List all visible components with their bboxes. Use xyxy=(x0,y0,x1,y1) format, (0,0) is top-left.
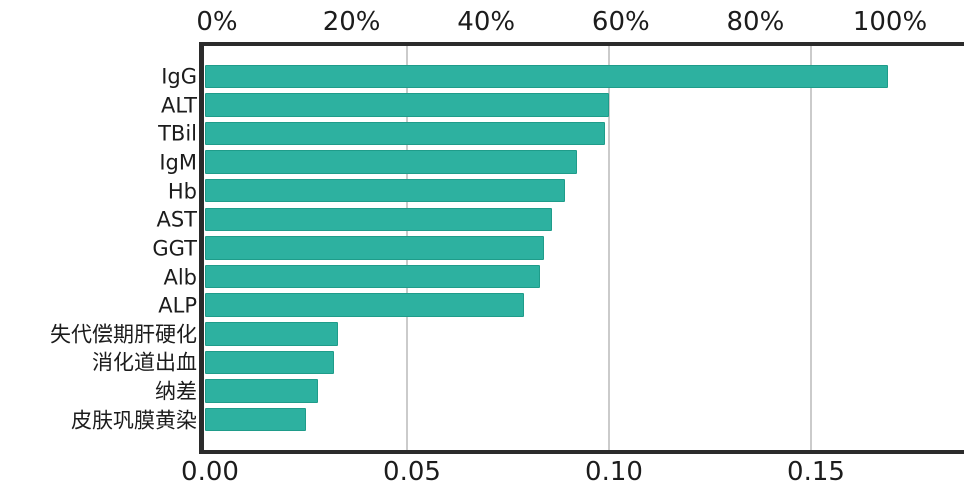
bar-TBil xyxy=(205,121,605,146)
y-tick-label-失代偿期肝硬化: 失代偿期肝硬化 xyxy=(50,322,197,347)
top-axis-tick-label: 40% xyxy=(457,7,516,37)
bottom-axis-tick-label: 0.10 xyxy=(585,457,643,487)
top-axis-tick-label: 60% xyxy=(591,7,650,37)
y-tick-label-GGT: GGT xyxy=(152,236,197,261)
bar-GGT xyxy=(205,236,545,260)
y-tick-label-IgM: IgM xyxy=(159,150,197,175)
top-axis-tick-label: 20% xyxy=(322,7,381,37)
y-tick-label-皮肤巩膜黄染: 皮肤巩膜黄染 xyxy=(71,408,197,433)
y-tick-label-ALP: ALP xyxy=(158,293,197,318)
top-axis-tick-label: 80% xyxy=(726,7,785,37)
y-tick-label-TBil: TBil xyxy=(158,121,197,146)
y-tick-label-Hb: Hb xyxy=(167,179,197,204)
bottom-axis-tick-label: 0.15 xyxy=(787,457,845,487)
bar-IgG xyxy=(205,64,888,88)
left-spine xyxy=(199,42,204,454)
y-tick-label-IgG: IgG xyxy=(161,64,197,89)
bar-Alb xyxy=(205,264,541,289)
bar-ALT xyxy=(205,93,609,117)
bottom-axis-line xyxy=(199,450,964,454)
bar-AST xyxy=(205,207,553,232)
bar-ALP xyxy=(205,293,525,317)
y-tick-label-Alb: Alb xyxy=(163,265,197,290)
bar-纳差 xyxy=(205,379,319,403)
y-tick-label-ALT: ALT xyxy=(160,93,197,118)
bar-Hb xyxy=(205,178,565,203)
bar-IgM xyxy=(205,150,577,174)
top-axis-tick-label: 100% xyxy=(852,7,928,37)
bottom-axis-tick-label: 0.00 xyxy=(181,457,239,487)
y-tick-label-AST: AST xyxy=(156,207,197,232)
top-axis-tick-label: 0% xyxy=(196,7,238,37)
top-axis-line xyxy=(199,42,964,46)
y-tick-label-消化道出血: 消化道出血 xyxy=(92,350,197,375)
bar-皮肤巩膜黄染 xyxy=(205,407,306,432)
gridline xyxy=(810,46,812,450)
bar-失代偿期肝硬化 xyxy=(205,322,339,346)
y-tick-label-纳差: 纳差 xyxy=(155,379,197,404)
gridline xyxy=(608,46,610,450)
bottom-axis-tick-label: 0.05 xyxy=(383,457,441,487)
bar-消化道出血 xyxy=(205,350,335,375)
